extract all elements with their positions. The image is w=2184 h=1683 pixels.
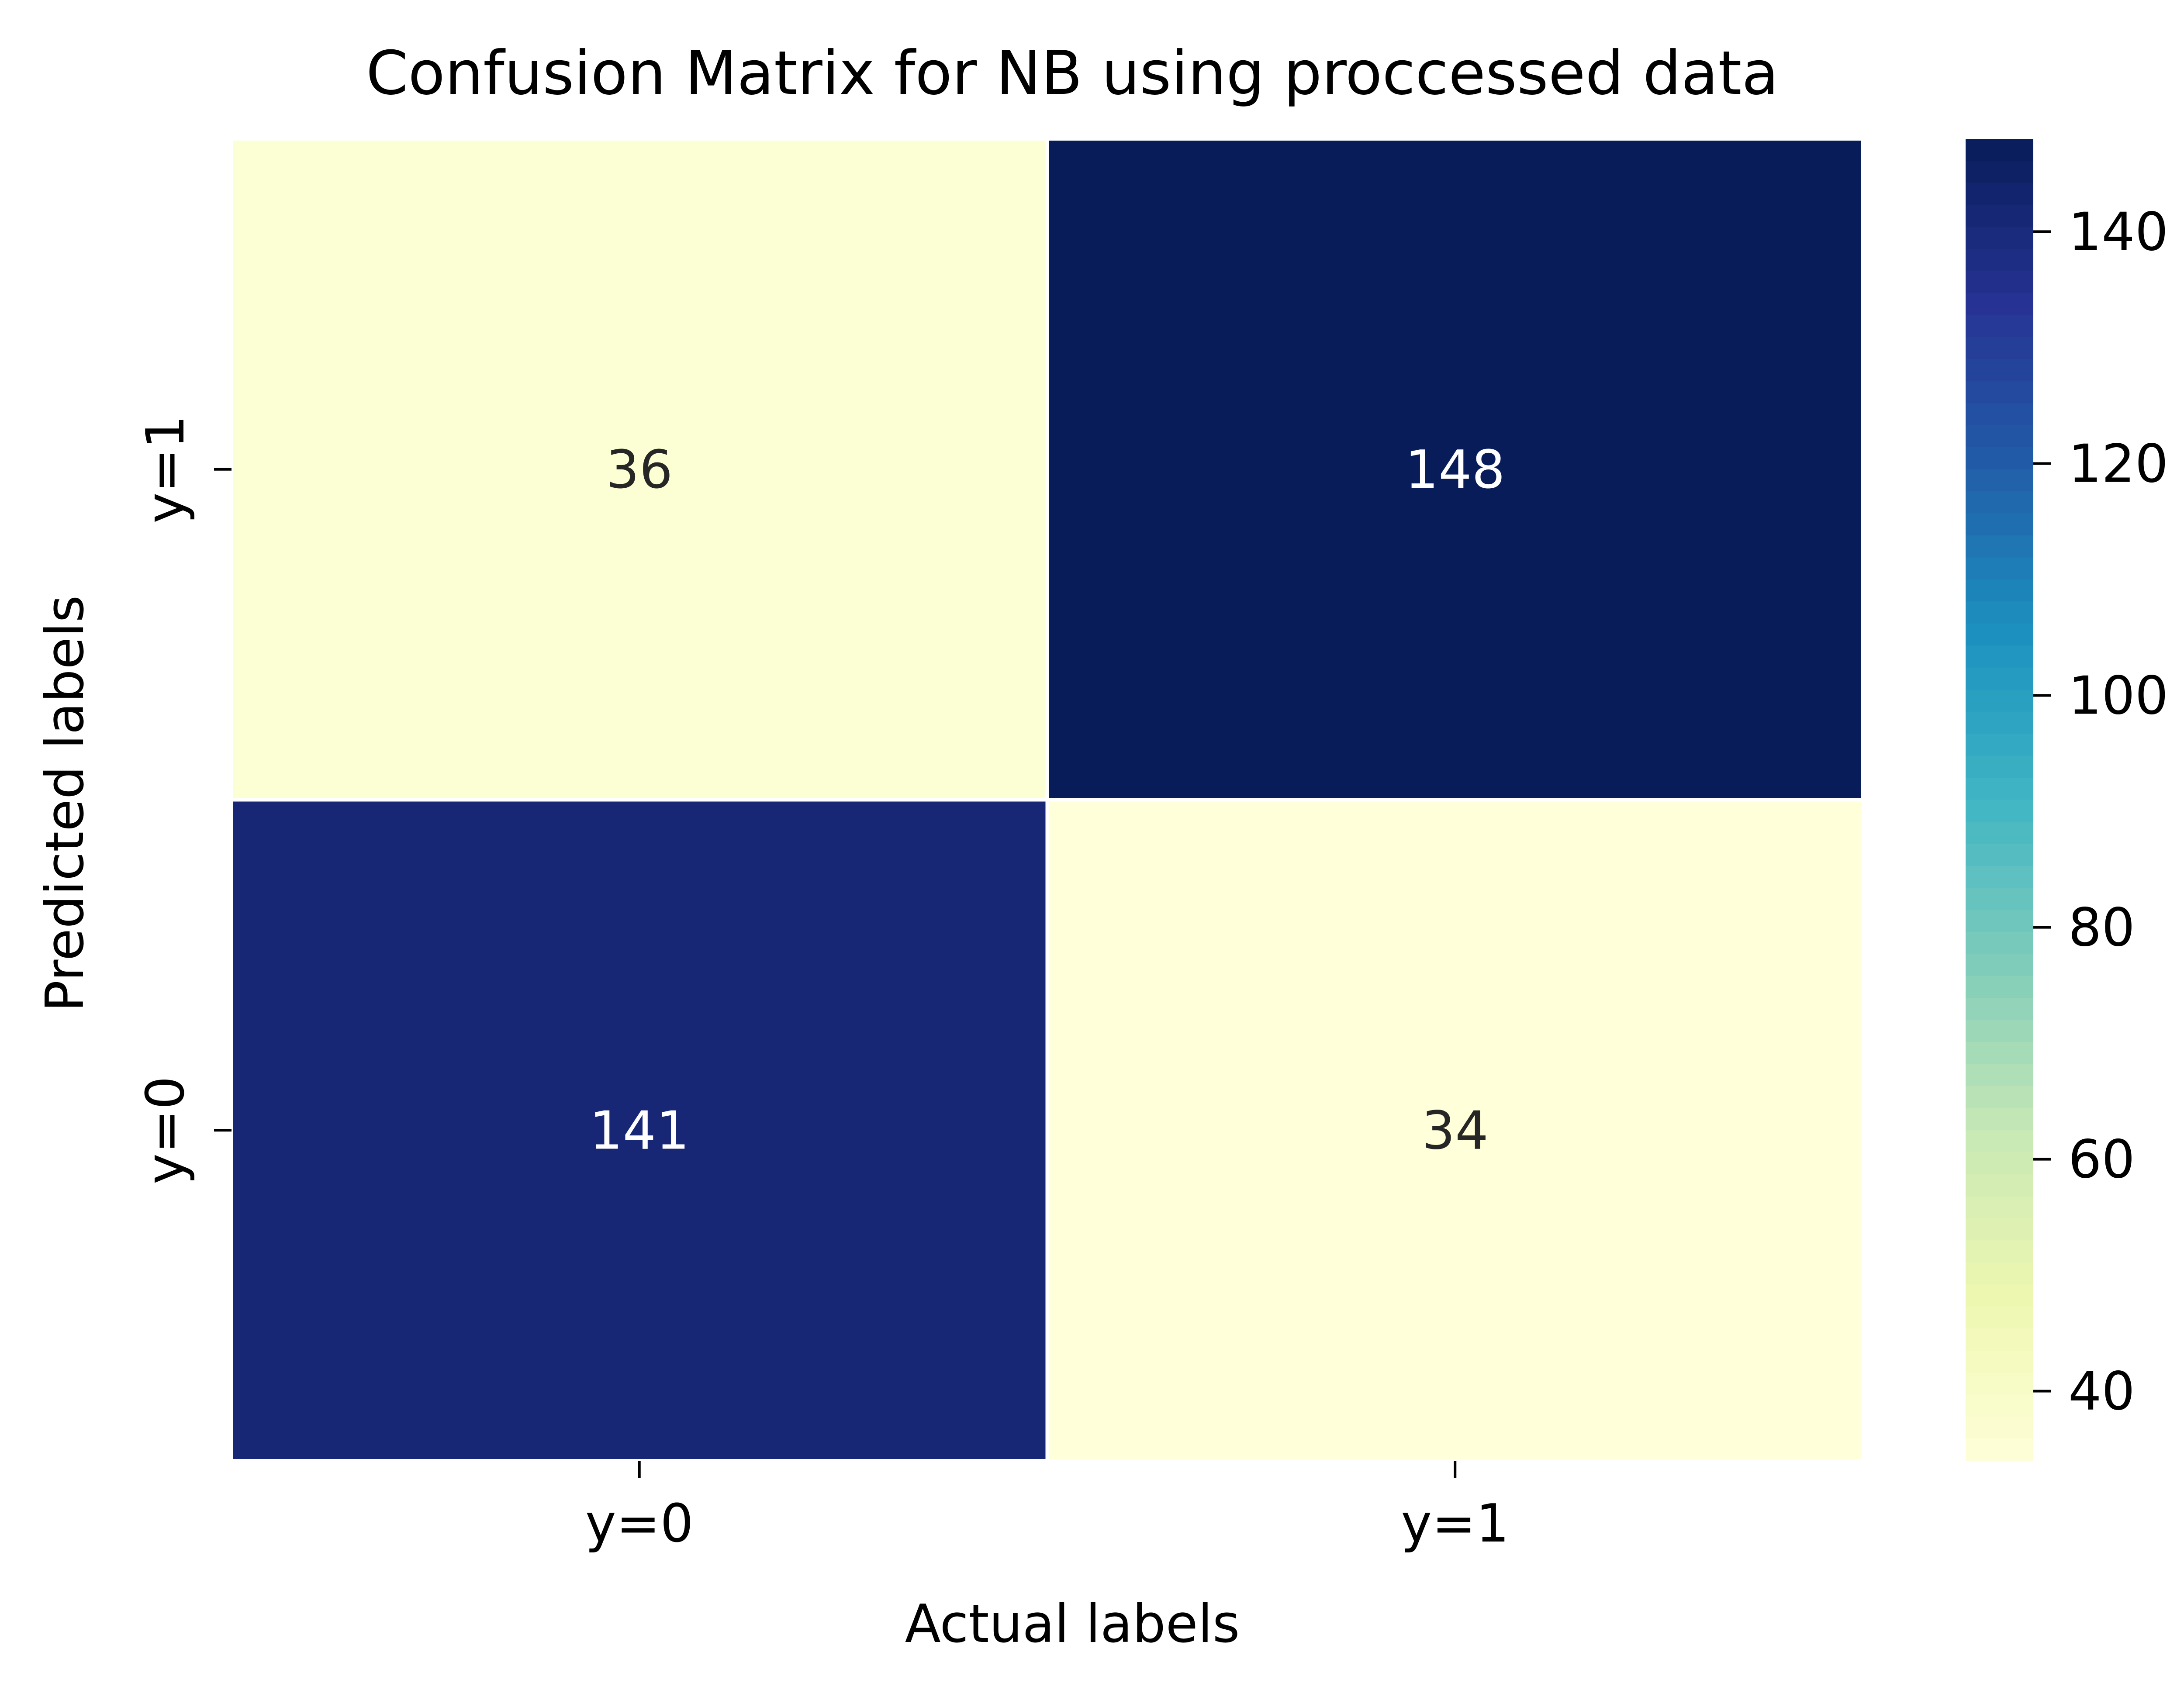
colorbar-segment <box>1966 139 2033 162</box>
y-axis-ticks: y=1 y=0 <box>135 415 232 1184</box>
colorbar-segment <box>1966 1417 2033 1439</box>
colorbar-segment <box>1966 425 2033 448</box>
colorbar-segment <box>1966 800 2033 822</box>
colorbar-segment <box>1966 821 2033 845</box>
colorbar-segment <box>1966 359 2033 382</box>
colorbar-tick-label: 40 <box>2068 1362 2135 1422</box>
colorbar-segment <box>1966 888 2033 910</box>
colorbar-segment <box>1966 535 2033 558</box>
colorbar-segment <box>1966 601 2033 624</box>
colorbar-segment <box>1966 998 2033 1021</box>
colorbar-segment <box>1966 381 2033 404</box>
heatmap-cell-1-0 <box>230 798 1049 1462</box>
heatmap-cell-0-1 <box>1045 137 1865 802</box>
colorbar-segment <box>1966 513 2033 536</box>
colorbar-segment <box>1966 667 2033 690</box>
colorbar-segment <box>1966 932 2033 955</box>
heatmap-cells <box>230 137 1865 1462</box>
colorbar-segment <box>1966 1373 2033 1395</box>
colorbar-tick-label: 120 <box>2068 434 2168 494</box>
colorbar-segment <box>1966 161 2033 183</box>
colorbar-segment <box>1966 910 2033 933</box>
colorbar-segment <box>1966 711 2033 735</box>
colorbar-segment <box>1966 1328 2033 1351</box>
colorbar-tick-label: 80 <box>2068 898 2135 959</box>
colorbar-segment <box>1966 1020 2033 1043</box>
colorbar-segment <box>1966 623 2033 646</box>
colorbar <box>1966 139 2033 1461</box>
heatmap-cell-1-1 <box>1045 798 1865 1462</box>
colorbar-segment <box>1966 205 2033 228</box>
colorbar-segment <box>1966 976 2033 999</box>
colorbar-segment <box>1966 1394 2033 1417</box>
colorbar-segment <box>1966 755 2033 779</box>
colorbar-segment <box>1966 1042 2033 1065</box>
x-axis-ticks: y=0 y=1 <box>585 1461 1509 1554</box>
colorbar-segment <box>1966 645 2033 668</box>
colorbar-segment <box>1966 1174 2033 1197</box>
colorbar-segment <box>1966 1108 2033 1131</box>
colorbar-segment <box>1966 734 2033 756</box>
cell-value-label: 148 <box>1405 440 1505 500</box>
colorbar-segment <box>1966 1130 2033 1153</box>
colorbar-segment <box>1966 469 2033 492</box>
colorbar-segment <box>1966 183 2033 206</box>
chart-title: Confusion Matrix for NB using proccessed… <box>366 38 1779 108</box>
y-tick-label: y=0 <box>135 1076 196 1184</box>
x-tick-label: y=1 <box>1401 1493 1509 1554</box>
colorbar-segment <box>1966 403 2033 426</box>
cell-value-label: 36 <box>606 440 673 500</box>
colorbar-segment <box>1966 954 2033 977</box>
colorbar-segment <box>1966 293 2033 316</box>
colorbar-tick-label: 140 <box>2068 202 2168 262</box>
cell-value-label: 141 <box>589 1100 689 1161</box>
colorbar-segment <box>1966 557 2033 580</box>
colorbar-segment <box>1966 1086 2033 1109</box>
colorbar-segment <box>1966 1218 2033 1241</box>
colorbar-segment <box>1966 227 2033 250</box>
colorbar-segment <box>1966 315 2033 338</box>
colorbar-segment <box>1966 1284 2033 1307</box>
colorbar-segment <box>1966 579 2033 602</box>
x-axis-label: Actual labels <box>905 1594 1240 1655</box>
colorbar-segment <box>1966 1240 2033 1263</box>
colorbar-segment <box>1966 337 2033 360</box>
y-tick-label: y=1 <box>135 415 196 524</box>
colorbar-segment <box>1966 249 2033 272</box>
colorbar-segment <box>1966 447 2033 470</box>
x-tick-label: y=0 <box>585 1493 694 1554</box>
heatmap-cell-labels: 36 148 141 34 <box>589 440 1505 1162</box>
colorbar-ticks: 40 60 80 100 120 140 <box>2033 202 2168 1422</box>
colorbar-segment <box>1966 491 2033 514</box>
colorbar-segment <box>1966 1064 2033 1087</box>
colorbar-segment <box>1966 866 2033 889</box>
colorbar-tick-label: 60 <box>2068 1130 2135 1190</box>
colorbar-segment <box>1966 778 2033 800</box>
colorbar-segment <box>1966 844 2033 866</box>
heatmap-cell-0-0 <box>230 137 1049 802</box>
colorbar-segment <box>1966 1438 2033 1461</box>
colorbar-segment <box>1966 690 2033 712</box>
cell-value-label: 34 <box>1422 1100 1489 1161</box>
colorbar-segment <box>1966 1196 2033 1219</box>
colorbar-tick-label: 100 <box>2068 666 2168 727</box>
colorbar-segment <box>1966 1306 2033 1329</box>
colorbar-segment <box>1966 1350 2033 1373</box>
colorbar-segment <box>1966 271 2033 294</box>
colorbar-segment <box>1966 1262 2033 1285</box>
y-axis-label: Predicted labels <box>35 595 96 1012</box>
colorbar-segment <box>1966 1152 2033 1175</box>
